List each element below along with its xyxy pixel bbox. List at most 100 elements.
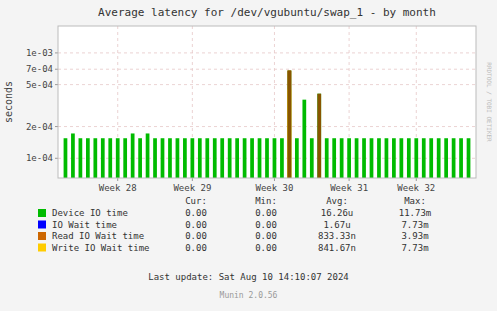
bar (213, 138, 217, 178)
bar (362, 138, 366, 178)
legend-swatch (38, 232, 46, 240)
bar (407, 138, 411, 178)
legend-stat: 0.00 (185, 243, 207, 253)
bar (414, 138, 418, 178)
footer: Last update: Sat Aug 10 14:10:07 2024 (148, 272, 348, 282)
bar (452, 138, 456, 178)
bar (459, 138, 463, 178)
legend-stat: 3.93m (401, 231, 428, 241)
bar (198, 138, 202, 178)
bar (146, 133, 150, 178)
bar (220, 138, 224, 178)
y-grid-line (58, 69, 476, 70)
bar (355, 138, 359, 178)
bar (228, 138, 232, 178)
bar (429, 138, 433, 178)
x-tick-label: Week 29 (173, 183, 211, 193)
plot-frame (58, 26, 476, 178)
y-grid-line (58, 126, 476, 127)
bar (250, 138, 254, 178)
y-tick-label: 5e-04 (26, 80, 53, 90)
y-tick-label: 2e-04 (26, 122, 53, 132)
bar (138, 138, 142, 178)
y-axis-label: seconds (3, 81, 14, 123)
y-grid-line (58, 52, 476, 53)
version: Munin 2.0.56 (220, 291, 278, 300)
legend-stat: 7.73m (401, 220, 428, 230)
legend-stat: 0.00 (255, 231, 277, 241)
bar (93, 138, 97, 178)
legend-stat: 0.00 (185, 231, 207, 241)
y-tick-label: 7e-04 (26, 64, 53, 74)
legend-label: Write IO Wait time (52, 243, 150, 253)
x-tick-label: Week 28 (99, 183, 137, 193)
bar (258, 138, 262, 178)
legend-label: Device IO time (52, 208, 128, 218)
legend-stat: 0.00 (185, 208, 207, 218)
background (0, 0, 497, 311)
bar (399, 138, 403, 178)
legend-stat: 0.00 (255, 243, 277, 253)
bar (273, 138, 277, 178)
bar (280, 138, 284, 178)
legend-label: Read IO Wait time (52, 231, 144, 241)
bar (288, 71, 292, 178)
bar (340, 138, 344, 178)
stats-header: Avg: (326, 196, 348, 206)
bar (71, 133, 75, 178)
title: Average latency for /dev/vgubuntu/swap_1… (98, 6, 436, 19)
bar (347, 138, 351, 178)
bar (205, 138, 209, 178)
bar (153, 138, 157, 178)
legend-stat: 11.73m (399, 208, 432, 218)
bar (370, 138, 374, 178)
bar (444, 138, 448, 178)
bar (385, 138, 389, 178)
bar (310, 138, 314, 178)
bar (265, 138, 269, 178)
bar (64, 138, 68, 178)
watermark: RRDTOOL / TOBI OETIKER (486, 62, 493, 142)
plot-area (58, 26, 476, 178)
x-tick-label: Week 31 (330, 183, 368, 193)
legend-swatch (38, 209, 46, 217)
bar (325, 138, 329, 178)
bar (190, 138, 194, 178)
stats-header: Cur: (185, 196, 207, 206)
legend-stat: 0.00 (185, 220, 207, 230)
bars (64, 71, 471, 178)
bar (168, 138, 172, 178)
bar (317, 94, 321, 178)
legend-stat: 16.26u (321, 208, 354, 218)
bar (437, 138, 441, 178)
legend-stat: 7.73m (401, 243, 428, 253)
bar (101, 138, 105, 178)
bar (79, 138, 83, 178)
bar (317, 94, 321, 178)
bar (377, 138, 381, 178)
bar (243, 138, 247, 178)
bar (183, 138, 187, 178)
bar (116, 138, 120, 178)
bar (295, 138, 299, 178)
x-tick-label: Week 30 (255, 183, 293, 193)
bar (422, 138, 426, 178)
bar (302, 100, 306, 178)
legend-stat: 841.67n (318, 243, 356, 253)
stats-header: Max: (404, 196, 426, 206)
legend-stat: 0.00 (255, 208, 277, 218)
legend-swatch (38, 244, 46, 252)
bar (288, 71, 292, 178)
y-tick-label: 1e-03 (26, 48, 53, 58)
chart: Average latency for /dev/vgubuntu/swap_1… (0, 0, 497, 311)
bar (392, 138, 396, 178)
y-grid-line (58, 84, 476, 85)
legend-stat: 833.33n (318, 231, 356, 241)
bar (467, 138, 471, 178)
x-tick-label: Week 32 (397, 183, 435, 193)
legend-swatch (38, 221, 46, 229)
bar (86, 138, 90, 178)
legend-stat: 1.67u (323, 220, 350, 230)
stats-header: Min: (255, 196, 277, 206)
bar (235, 138, 239, 178)
